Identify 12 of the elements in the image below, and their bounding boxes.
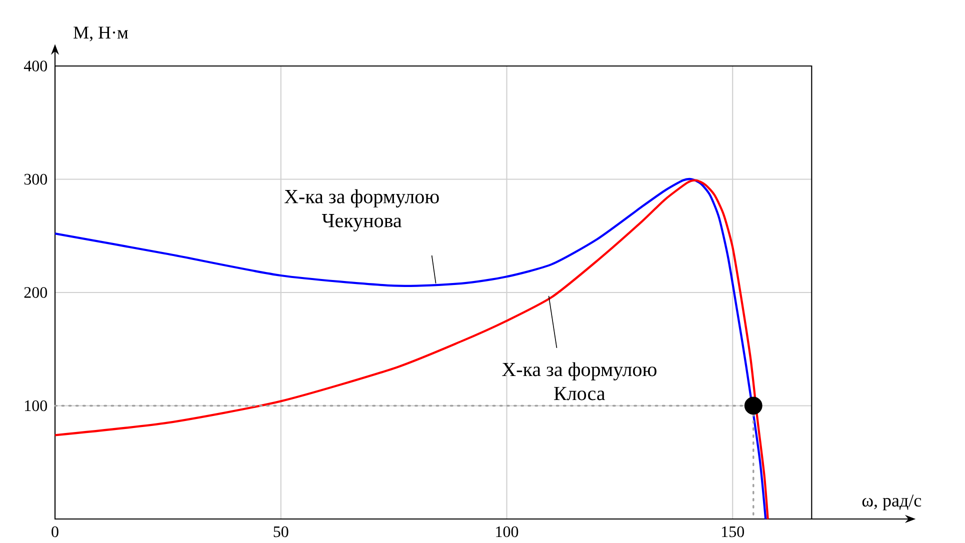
x-tick-label: 150 bbox=[722, 526, 744, 538]
x-tick-label: 0 bbox=[52, 526, 58, 538]
annotation: Х-ка за формулою Клоса bbox=[502, 362, 656, 400]
y-axis-title: М, Н·м bbox=[74, 26, 128, 42]
x-axis-title: ω, рад/с bbox=[862, 494, 922, 510]
x-tick-label: 100 bbox=[496, 526, 518, 538]
y-tick-label: 400 bbox=[24, 60, 48, 72]
y-tick-label: 100 bbox=[25, 400, 48, 412]
y-tick-label: 300 bbox=[24, 174, 48, 185]
x-tick-label: 50 bbox=[274, 526, 288, 538]
annotation: Х-ка за формулою Чекунова bbox=[284, 189, 439, 232]
y-tick-label: 200 bbox=[24, 287, 48, 298]
